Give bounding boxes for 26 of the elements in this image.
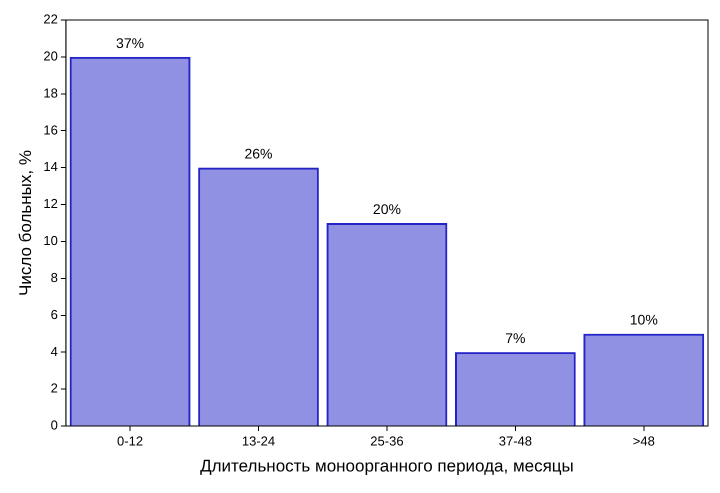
y-tick-label: 18 [43,85,58,100]
x-tick-label: 25-36 [370,433,404,448]
y-tick-label: 0 [50,418,58,433]
y-tick-label: 20 [43,48,58,64]
annotation: 10% [630,312,658,328]
y-tick-label: 8 [50,270,58,285]
y-tick-label: 22 [43,12,58,27]
y-tick-label: 10 [43,233,58,248]
x-tick-label: 13-24 [242,433,276,448]
annotation: 7% [505,330,526,346]
annotation: 20% [372,200,401,217]
x-tick-label: 0-12 [117,433,144,448]
y-tick-label: 12 [43,196,58,212]
y-tick-label: 16 [43,122,58,138]
y-tick-label: 14 [43,159,58,174]
y-axis-title: Число больных, % [16,150,35,296]
x-tick-label: 37-48 [498,433,532,448]
y-tick-label: 4 [50,344,58,359]
bar [583,334,704,426]
x-tick-label: >48 [632,433,655,448]
y-tick-label: 2 [50,380,58,396]
annotation: 26% [244,145,273,162]
bar [454,352,576,426]
y-tick-label: 6 [50,306,58,322]
x-axis-title: Длительность моноорганного периода, месяцы [200,456,574,476]
annotation: 37% [116,34,144,51]
